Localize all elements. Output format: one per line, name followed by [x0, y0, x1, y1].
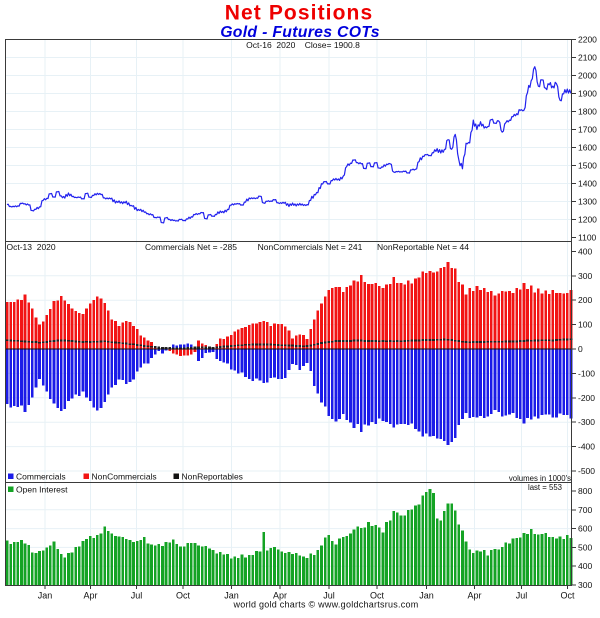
svg-text:1500: 1500 [578, 161, 597, 171]
svg-text:Oct: Oct [176, 591, 191, 601]
svg-text:700: 700 [578, 505, 592, 515]
svg-text:Jan: Jan [419, 591, 434, 601]
svg-text:-400: -400 [578, 442, 595, 452]
svg-text:Jan: Jan [38, 591, 53, 601]
svg-text:Oct-16 2020 Close= 1900.8: Oct-16 2020 Close= 1900.8 [246, 40, 360, 50]
svg-text:2100: 2100 [578, 53, 597, 63]
svg-text:volumes in 1000's: volumes in 1000's [509, 474, 571, 483]
svg-text:NonReportables: NonReportables [182, 472, 243, 482]
svg-text:300: 300 [578, 580, 592, 590]
svg-text:NonCommercials: NonCommercials [92, 472, 157, 482]
svg-text:1600: 1600 [578, 143, 597, 153]
svg-text:200: 200 [578, 295, 592, 305]
svg-text:world gold charts © www.goldch: world gold charts © www.goldchartsrus.co… [233, 600, 419, 610]
svg-text:400: 400 [578, 561, 592, 571]
svg-text:last = 553: last = 553 [528, 483, 562, 492]
svg-text:0: 0 [578, 344, 583, 354]
svg-text:-100: -100 [578, 368, 595, 378]
svg-text:1800: 1800 [578, 107, 597, 117]
svg-text:1200: 1200 [578, 215, 597, 225]
svg-text:Jul: Jul [131, 591, 143, 601]
svg-text:1300: 1300 [578, 197, 597, 207]
svg-text:800: 800 [578, 486, 592, 496]
svg-text:NonReportable Net = 44: NonReportable Net = 44 [377, 242, 469, 252]
svg-text:1400: 1400 [578, 179, 597, 189]
svg-text:Gold - Futures COTs: Gold - Futures COTs [220, 24, 380, 41]
svg-text:1900: 1900 [578, 89, 597, 99]
svg-text:Oct-13 2020: Oct-13 2020 [7, 242, 56, 252]
svg-text:400: 400 [578, 246, 592, 256]
svg-text:1700: 1700 [578, 125, 597, 135]
svg-text:2200: 2200 [578, 35, 597, 45]
svg-text:-300: -300 [578, 417, 595, 427]
svg-text:-200: -200 [578, 393, 595, 403]
svg-text:NonCommercials Net = 241: NonCommercials Net = 241 [258, 242, 363, 252]
svg-text:Commercials Net = -285: Commercials Net = -285 [145, 242, 237, 252]
svg-text:-500: -500 [578, 466, 595, 476]
svg-text:Open Interest: Open Interest [16, 485, 68, 495]
svg-text:600: 600 [578, 524, 592, 534]
svg-text:2000: 2000 [578, 71, 597, 81]
svg-text:300: 300 [578, 271, 592, 281]
svg-text:Commercials: Commercials [16, 472, 66, 482]
svg-text:Apr: Apr [83, 591, 97, 601]
svg-text:Jul: Jul [516, 591, 528, 601]
svg-text:1100: 1100 [578, 233, 597, 243]
svg-text:100: 100 [578, 320, 592, 330]
svg-text:Net Positions: Net Positions [225, 2, 373, 25]
svg-text:Oct: Oct [560, 591, 575, 601]
svg-text:500: 500 [578, 542, 592, 552]
svg-text:Apr: Apr [467, 591, 481, 601]
